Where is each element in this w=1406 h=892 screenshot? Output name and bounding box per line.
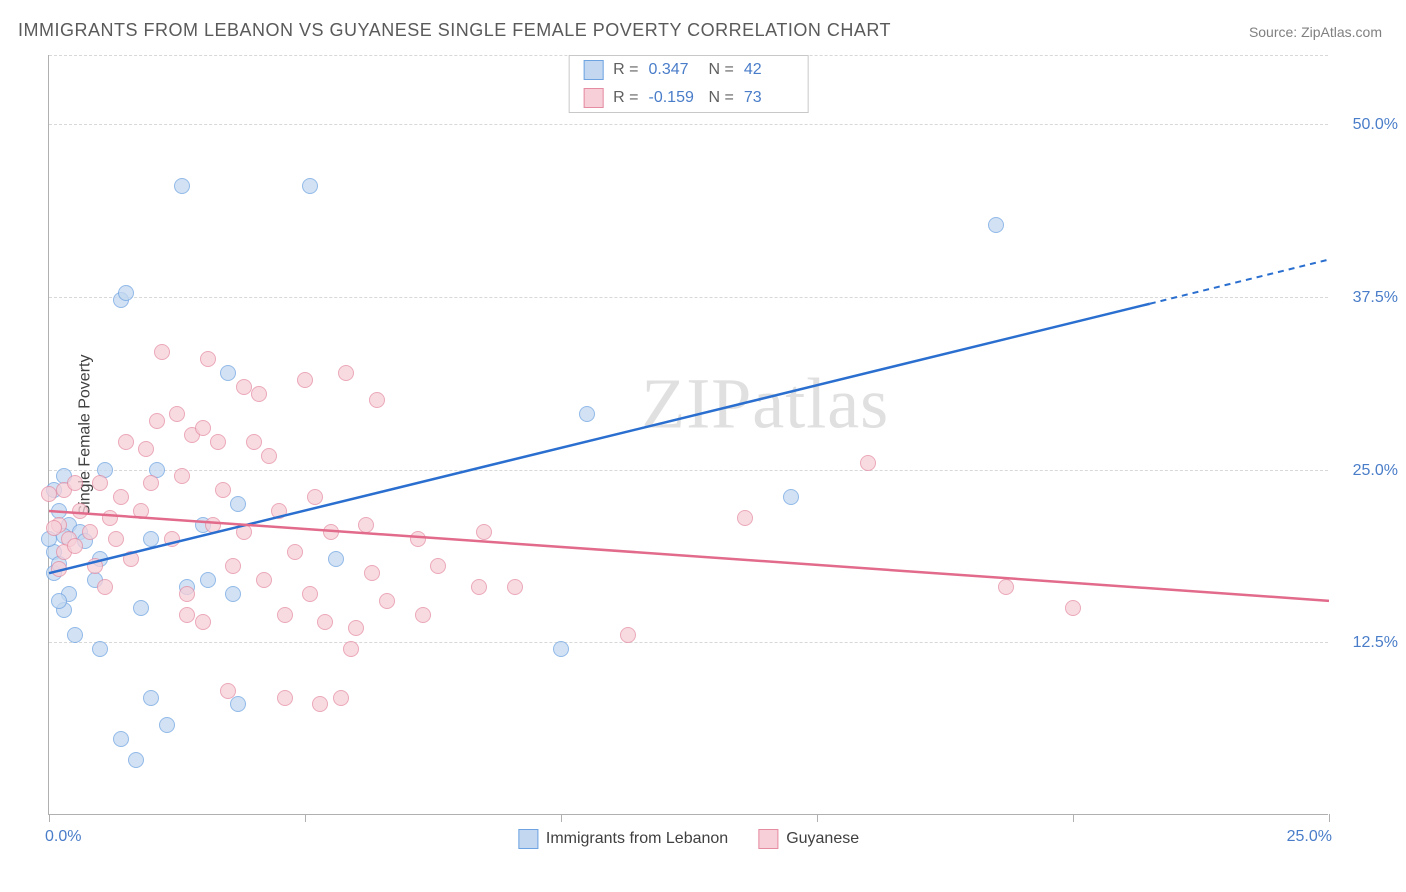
r-value-lebanon: 0.347 bbox=[649, 61, 699, 79]
x-tick bbox=[1073, 814, 1074, 822]
y-tick-label: 37.5% bbox=[1338, 289, 1398, 307]
x-tick bbox=[817, 814, 818, 822]
legend-label-lebanon: Immigrants from Lebanon bbox=[546, 830, 728, 848]
x-tick bbox=[561, 814, 562, 822]
swatch-lebanon bbox=[583, 60, 603, 80]
x-tick bbox=[1329, 814, 1330, 822]
legend-label-guyanese: Guyanese bbox=[786, 830, 859, 848]
source-text: Source: ZipAtlas.com bbox=[1249, 24, 1382, 40]
correlation-legend: R = 0.347 N = 42 R = -0.159 N = 73 bbox=[568, 55, 809, 113]
plot-area: Single Female Poverty ZIPatlas 12.5%25.0… bbox=[48, 55, 1328, 815]
series-legend: Immigrants from Lebanon Guyanese bbox=[518, 829, 859, 849]
x-tick bbox=[305, 814, 306, 822]
x-axis-min-label: 0.0% bbox=[45, 828, 81, 846]
trendline bbox=[49, 304, 1150, 573]
trendline-extrapolated bbox=[1150, 260, 1329, 304]
x-axis-max-label: 25.0% bbox=[1287, 828, 1332, 846]
swatch-lebanon-bottom bbox=[518, 829, 538, 849]
swatch-guyanese bbox=[583, 88, 603, 108]
swatch-guyanese-bottom bbox=[758, 829, 778, 849]
r-label: R = bbox=[613, 89, 638, 107]
chart-title: IMMIGRANTS FROM LEBANON VS GUYANESE SING… bbox=[18, 20, 891, 41]
r-label: R = bbox=[613, 61, 638, 79]
n-value-guyanese: 73 bbox=[744, 89, 794, 107]
legend-item-lebanon: Immigrants from Lebanon bbox=[518, 829, 728, 849]
y-tick-label: 25.0% bbox=[1338, 462, 1398, 480]
legend-item-guyanese: Guyanese bbox=[758, 829, 859, 849]
n-label: N = bbox=[709, 89, 734, 107]
y-tick-label: 50.0% bbox=[1338, 116, 1398, 134]
legend-row-lebanon: R = 0.347 N = 42 bbox=[569, 56, 808, 84]
n-value-lebanon: 42 bbox=[744, 61, 794, 79]
x-tick bbox=[49, 814, 50, 822]
trendline bbox=[49, 511, 1329, 601]
trendlines-layer bbox=[49, 55, 1328, 814]
legend-row-guyanese: R = -0.159 N = 73 bbox=[569, 84, 808, 112]
y-tick-label: 12.5% bbox=[1338, 634, 1398, 652]
n-label: N = bbox=[709, 61, 734, 79]
r-value-guyanese: -0.159 bbox=[649, 89, 699, 107]
